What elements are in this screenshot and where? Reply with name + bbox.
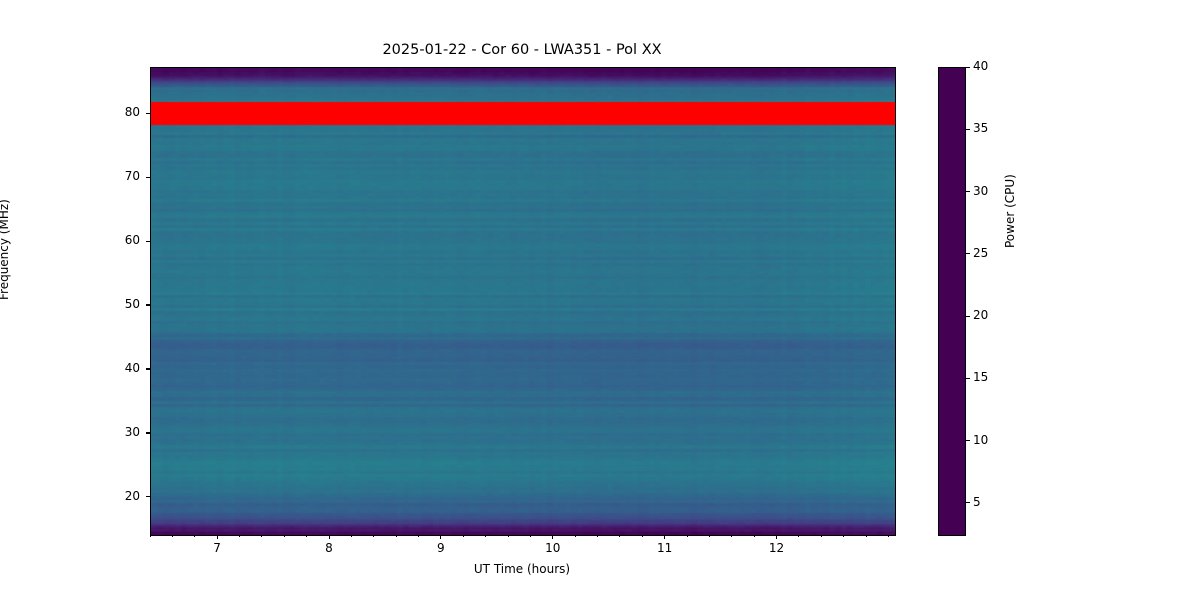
x-axis-minor-tick-mark bbox=[865, 535, 867, 538]
colorbar-tick-label: 30 bbox=[973, 183, 989, 198]
x-axis-minor-tick-mark bbox=[485, 535, 487, 538]
colorbar-gradient bbox=[939, 68, 965, 535]
x-axis-tick-mark bbox=[664, 535, 666, 539]
colorbar-tick-mark bbox=[966, 440, 970, 442]
colorbar-tick-mark bbox=[966, 502, 970, 504]
x-axis-minor-tick-mark bbox=[149, 535, 151, 538]
x-axis-tick-mark bbox=[216, 535, 218, 539]
x-axis-minor-tick-mark bbox=[350, 535, 352, 538]
x-axis-minor-tick-mark bbox=[641, 535, 643, 538]
y-axis-tick-label: 60 bbox=[124, 233, 140, 247]
y-axis-tick-mark bbox=[146, 496, 150, 498]
x-axis-minor-tick-mark bbox=[843, 535, 845, 538]
colorbar-tick-mark bbox=[966, 315, 970, 317]
x-axis-tick-mark bbox=[776, 535, 778, 539]
x-axis-minor-tick-mark bbox=[619, 535, 621, 538]
x-axis-minor-tick-mark bbox=[887, 535, 889, 538]
x-axis-minor-tick-mark bbox=[820, 535, 822, 538]
x-axis-minor-tick-mark bbox=[418, 535, 420, 538]
colorbar-tick-mark bbox=[966, 191, 970, 193]
y-axis-tick-label: 20 bbox=[124, 488, 140, 503]
x-axis-minor-tick-mark bbox=[753, 535, 755, 538]
x-axis-minor-tick-mark bbox=[306, 535, 308, 538]
colorbar-tick-label: 5 bbox=[973, 494, 981, 509]
y-axis-tick-mark bbox=[146, 368, 150, 370]
x-axis-minor-tick-mark bbox=[373, 535, 375, 538]
colorbar-tick-label: 35 bbox=[973, 121, 989, 136]
y-axis-tick-label: 40 bbox=[124, 360, 140, 375]
x-axis-label: UT Time (hours) bbox=[473, 562, 571, 576]
x-axis-minor-tick-mark bbox=[462, 535, 464, 538]
colorbar-label: Power (CPU) bbox=[1003, 174, 1017, 248]
x-axis-tick-mark bbox=[552, 535, 554, 539]
colorbar-tick-mark bbox=[966, 377, 970, 379]
x-axis-tick-label: 8 bbox=[325, 541, 333, 555]
colorbar-tick-mark bbox=[966, 253, 970, 255]
x-axis-tick-label: 9 bbox=[437, 541, 445, 555]
x-axis-tick-label: 7 bbox=[213, 541, 221, 555]
x-axis-minor-tick-mark bbox=[798, 535, 800, 538]
x-axis-minor-tick-mark bbox=[395, 535, 397, 538]
x-axis-minor-tick-mark bbox=[283, 535, 285, 538]
y-axis-tick-mark bbox=[146, 112, 150, 114]
x-axis-minor-tick-mark bbox=[529, 535, 531, 538]
y-axis-tick-mark bbox=[146, 432, 150, 434]
colorbar-tick-label: 25 bbox=[973, 245, 989, 260]
spectrogram-heatmap bbox=[151, 68, 895, 535]
x-axis-tick-label: 10 bbox=[545, 541, 561, 555]
colorbar-tick-label: 10 bbox=[973, 432, 989, 447]
x-axis-minor-tick-mark bbox=[239, 535, 241, 538]
x-axis-tick-mark bbox=[328, 535, 330, 539]
colorbar-tick-mark bbox=[966, 128, 970, 130]
colorbar-tick-mark bbox=[966, 66, 970, 68]
colorbar-tick-label: 40 bbox=[973, 59, 989, 73]
y-axis-tick-mark bbox=[146, 304, 150, 306]
x-axis-minor-tick-mark bbox=[194, 535, 196, 538]
y-axis-label: Frequency (MHz) bbox=[0, 199, 11, 300]
colorbar-tick-label: 20 bbox=[973, 308, 989, 323]
spectrogram-axes bbox=[150, 67, 896, 536]
colorbar-tick-label: 15 bbox=[973, 370, 989, 385]
page-title: 2025-01-22 - Cor 60 - LWA351 - Pol XX bbox=[382, 42, 662, 58]
x-axis-tick-label: 12 bbox=[768, 541, 785, 555]
x-axis-minor-tick-mark bbox=[171, 535, 173, 538]
x-axis-minor-tick-mark bbox=[708, 535, 710, 538]
x-axis-minor-tick-mark bbox=[731, 535, 733, 538]
y-axis-tick-label: 30 bbox=[124, 424, 140, 439]
colorbar bbox=[938, 67, 966, 536]
y-axis-tick-label: 50 bbox=[124, 296, 140, 311]
x-axis-minor-tick-mark bbox=[574, 535, 576, 538]
x-axis-minor-tick-mark bbox=[597, 535, 599, 538]
y-axis-tick-mark bbox=[146, 240, 150, 242]
x-axis-minor-tick-mark bbox=[261, 535, 263, 538]
x-axis-tick-label: 11 bbox=[657, 541, 673, 555]
x-axis-minor-tick-mark bbox=[686, 535, 688, 538]
x-axis-tick-mark bbox=[440, 535, 442, 539]
y-axis-tick-label: 80 bbox=[124, 105, 140, 120]
x-axis-minor-tick-mark bbox=[507, 535, 509, 538]
y-axis-tick-label: 70 bbox=[124, 169, 140, 184]
y-axis-tick-mark bbox=[146, 176, 150, 178]
